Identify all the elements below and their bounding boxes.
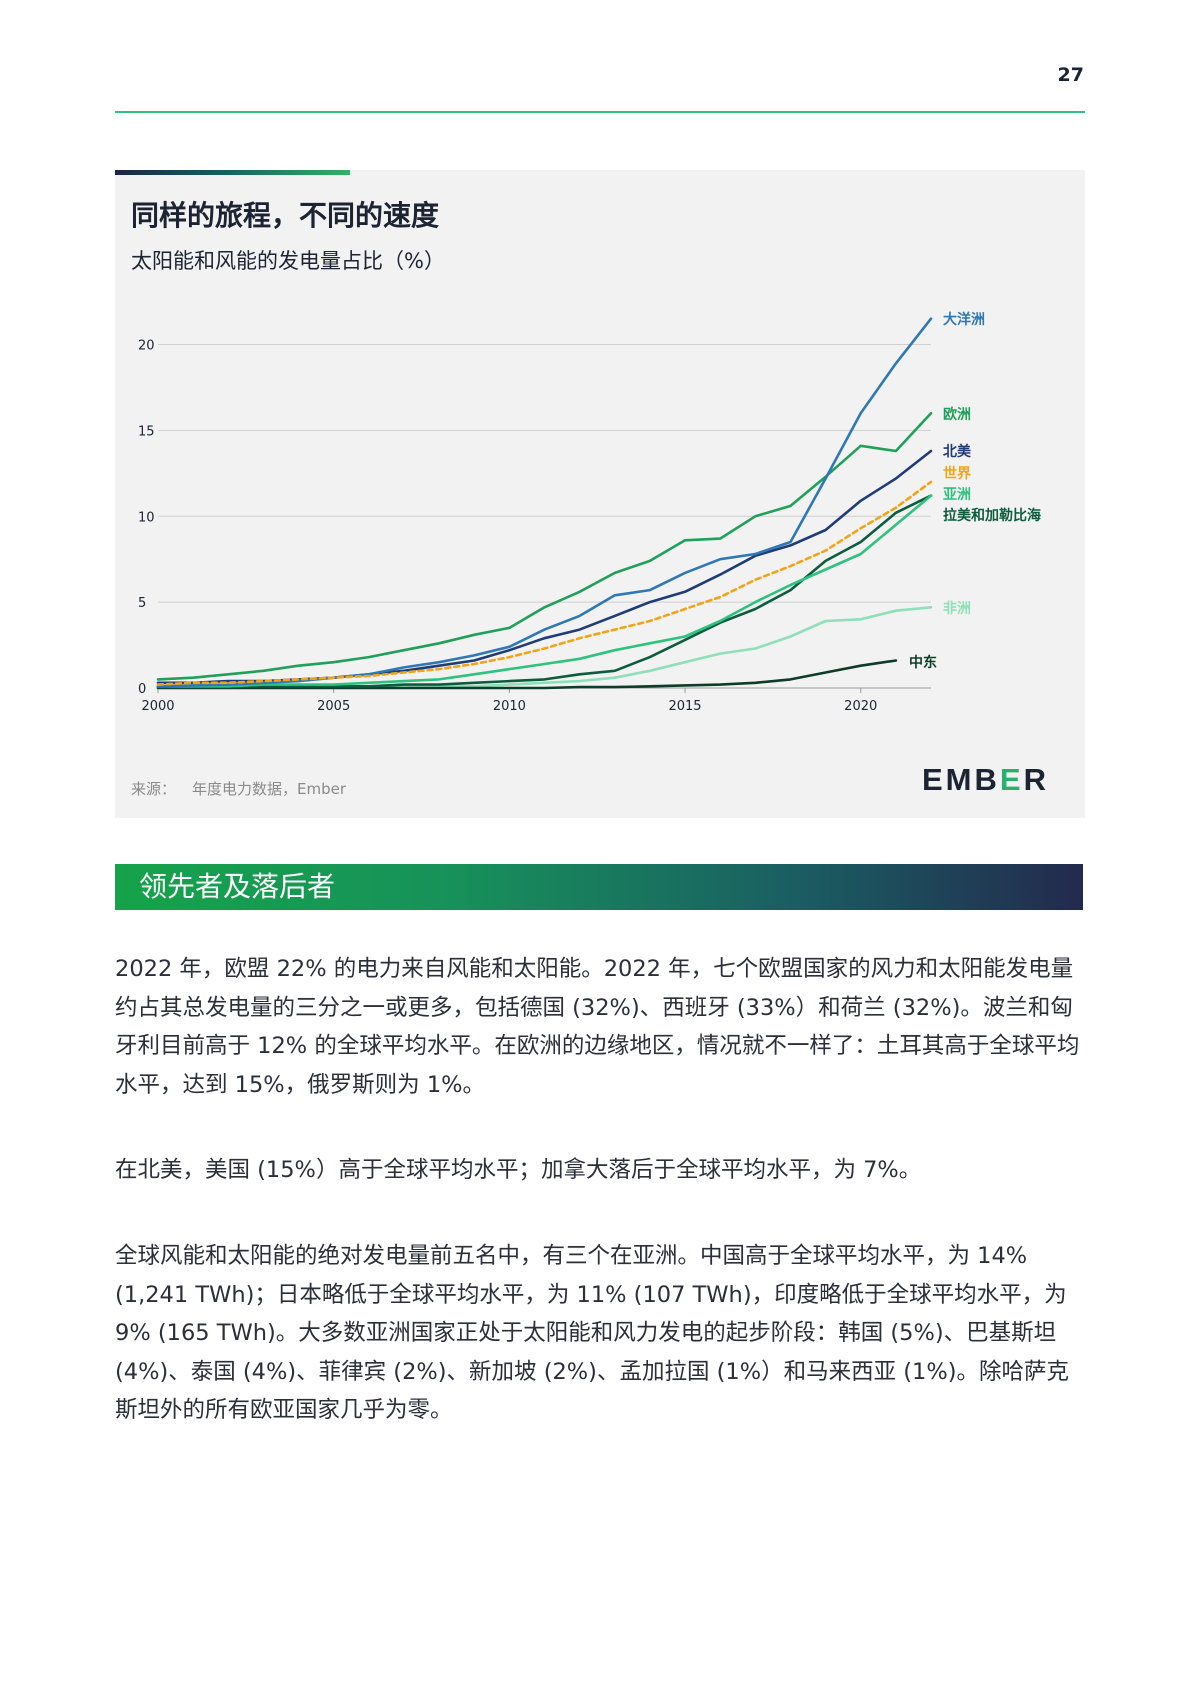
- chart-title: 同样的旅程，不同的速度: [131, 199, 440, 232]
- source-text: 年度电力数据，Ember: [192, 780, 347, 798]
- section-header-bar: [115, 864, 1083, 910]
- header-rule: [115, 111, 1085, 113]
- chart-subtitle: 太阳能和风能的发电量占比（%）: [131, 249, 445, 273]
- figure-accent-bar: [115, 170, 350, 175]
- section-title: 领先者及落后者: [139, 870, 336, 903]
- ember-logo-suffix: R: [1023, 762, 1049, 797]
- paragraph-north-america: 在北美，美国 (15%）高于全球平均水平；加拿大落后于全球平均水平，为 7%。: [115, 1157, 922, 1183]
- ember-logo: EMBER: [922, 762, 1049, 798]
- chart-source: 来源： 年度电力数据，Ember: [131, 778, 362, 799]
- paragraph-asia: 全球风能和太阳能的绝对发电量前五名中，有三个在亚洲。中国高于全球平均水平，为 1…: [115, 1243, 1069, 1423]
- source-label: 来源：: [131, 780, 177, 798]
- paragraph-eu: 2022 年，欧盟 22% 的电力来自风能和太阳能。2022 年，七个欧盟国家的…: [115, 956, 1080, 1098]
- page-number: 27: [1057, 64, 1084, 86]
- ember-logo-accent-e: E: [999, 762, 1024, 797]
- ember-logo-prefix: EMB: [922, 762, 1000, 797]
